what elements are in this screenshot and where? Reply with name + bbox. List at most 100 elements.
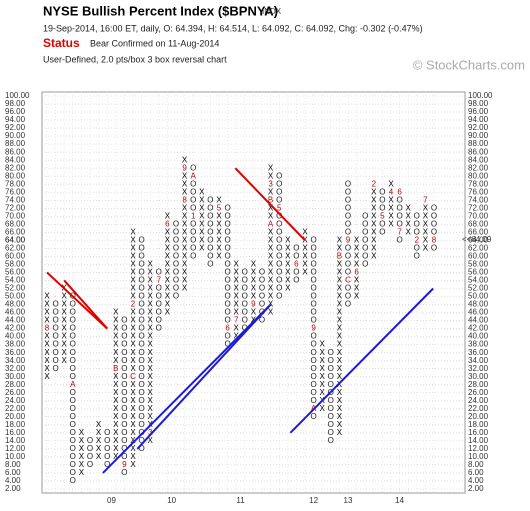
- box-symbol: X: [337, 276, 343, 285]
- box-symbol: O: [310, 268, 316, 277]
- box-symbol: X: [44, 308, 50, 317]
- box-symbol: X: [62, 308, 68, 317]
- box-symbol: X: [113, 428, 119, 437]
- box-symbol: O: [121, 380, 127, 389]
- y-tick-label: 10.00: [5, 452, 26, 461]
- box-symbol: O: [276, 179, 282, 188]
- box-symbol: O: [310, 300, 316, 309]
- box-symbol: O: [362, 252, 368, 261]
- box-symbol: O: [259, 292, 265, 301]
- box-symbol: X: [371, 195, 377, 204]
- box-symbol: O: [310, 316, 316, 325]
- box-symbol: O: [328, 436, 334, 445]
- box-symbol: X: [182, 155, 188, 164]
- box-symbol: X: [165, 260, 171, 269]
- box-symbol: O: [70, 420, 76, 429]
- y-tick-label: 76.00: [468, 187, 489, 196]
- box-symbol: X: [165, 300, 171, 309]
- y-tick-label: 72.00: [5, 203, 26, 212]
- box-symbol: X: [44, 316, 50, 325]
- box-symbol: O: [310, 388, 316, 397]
- box-symbol: X: [302, 260, 308, 269]
- box-symbol: X: [354, 276, 360, 285]
- y-tick-label: 26.00: [5, 388, 26, 397]
- box-symbol: X: [320, 388, 326, 397]
- box-symbol: X: [371, 219, 377, 228]
- box-symbol: X: [182, 203, 188, 212]
- box-symbol: X: [182, 268, 188, 277]
- box-symbol: O: [328, 412, 334, 421]
- box-symbol: O: [121, 412, 127, 421]
- box-symbol: X: [130, 332, 136, 341]
- y-tick-label: 94.00: [5, 115, 26, 124]
- y-tick-label: 12.00: [468, 444, 489, 453]
- box-symbol: X: [148, 404, 154, 413]
- box-symbol: O: [224, 316, 230, 325]
- box-symbol: O: [345, 268, 351, 277]
- x-tick-label: 12: [309, 496, 318, 505]
- box-symbol: X: [79, 444, 85, 453]
- box-symbol: X: [337, 404, 343, 413]
- box-symbol: X: [165, 252, 171, 261]
- box-symbol: X: [130, 420, 136, 429]
- box-symbol: O: [52, 332, 58, 341]
- box-symbol: X: [44, 340, 50, 349]
- box-symbol: O: [70, 332, 76, 341]
- box-symbol: X: [268, 243, 274, 252]
- box-symbol: O: [207, 219, 213, 228]
- box-symbol: O: [173, 260, 179, 269]
- box-symbol: X: [165, 268, 171, 277]
- box-symbol: O: [379, 227, 385, 236]
- y-tick-label: 18.00: [468, 420, 489, 429]
- last-price-label: 64.00: [5, 235, 26, 244]
- box-symbol: X: [113, 308, 119, 317]
- box-symbol: X: [354, 252, 360, 261]
- box-symbol: X: [234, 276, 240, 285]
- box-symbol: O: [138, 356, 144, 365]
- box-symbol: X: [79, 452, 85, 461]
- box-symbol: O: [431, 227, 437, 236]
- y-tick-label: 52.00: [5, 284, 26, 293]
- box-symbol: X: [337, 268, 343, 277]
- box-symbol: X: [354, 292, 360, 301]
- y-tick-label: 74.00: [468, 195, 489, 204]
- box-symbol: X: [96, 436, 102, 445]
- box-symbol: O: [345, 252, 351, 261]
- trend-line: [102, 303, 272, 474]
- box-symbol: O: [121, 388, 127, 397]
- month-mark: 2: [415, 235, 420, 244]
- box-symbol: O: [328, 356, 334, 365]
- box-symbol: O: [190, 187, 196, 196]
- y-tick-label: 82.00: [468, 163, 489, 172]
- box-symbol: O: [156, 316, 162, 325]
- x-tick-label: 14: [395, 496, 404, 505]
- box-symbol: O: [138, 243, 144, 252]
- box-symbol: O: [207, 203, 213, 212]
- month-mark: 4: [389, 187, 394, 196]
- status-text: Bear Confirmed on 11-Aug-2014: [90, 38, 219, 48]
- box-symbol: O: [414, 219, 420, 228]
- box-symbol: O: [328, 420, 334, 429]
- box-symbol: X: [79, 436, 85, 445]
- info: 19-Sep-2014, 16:00 ET, daily, O: 64.394,…: [43, 23, 423, 33]
- y-tick-label: 62.00: [468, 243, 489, 252]
- month-mark: 5: [380, 211, 385, 220]
- box-symbol: O: [121, 404, 127, 413]
- box-symbol: X: [130, 404, 136, 413]
- box-symbol: O: [70, 452, 76, 461]
- box-symbol: O: [328, 428, 334, 437]
- box-symbol: X: [130, 348, 136, 357]
- box-symbol: O: [190, 179, 196, 188]
- box-symbol: X: [148, 284, 154, 293]
- box-symbol: X: [268, 300, 274, 309]
- box-symbol: O: [104, 460, 110, 469]
- box-symbol: O: [224, 235, 230, 244]
